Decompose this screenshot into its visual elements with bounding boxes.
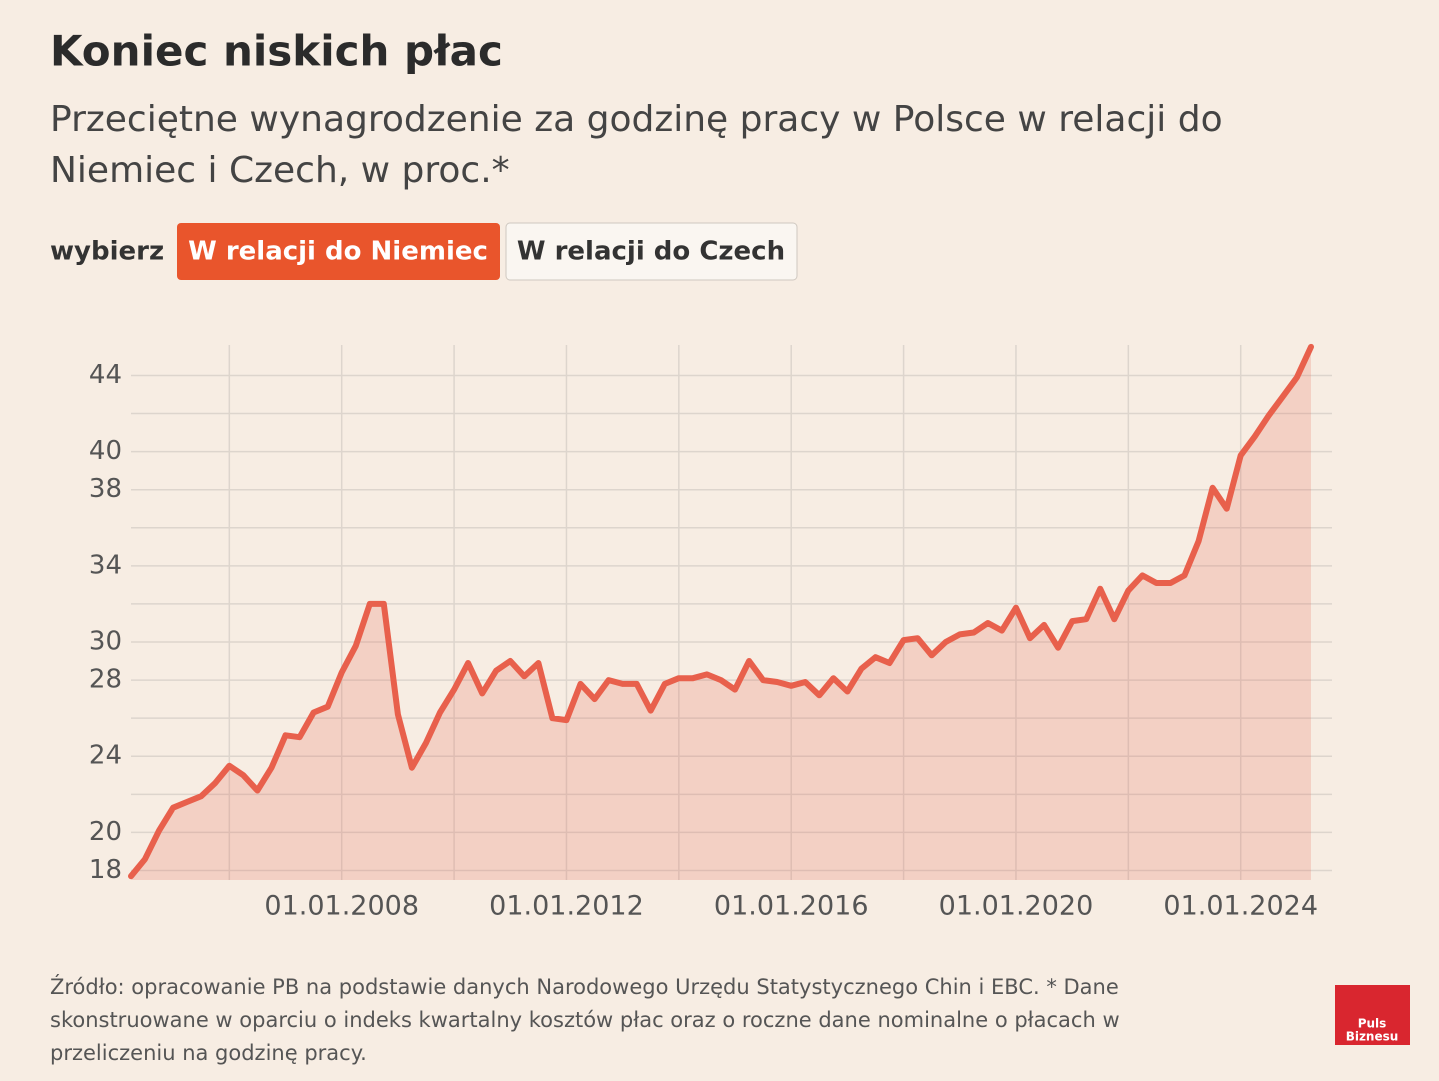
chart-subtitle: Niemiec i Czech, w proc.* (50, 150, 510, 191)
x-tick-label: 01.01.2020 (939, 891, 1094, 922)
y-tick-label: 44 (89, 360, 122, 390)
logo-text: Biznesu (1346, 1030, 1399, 1044)
x-tick-label: 01.01.2024 (1163, 891, 1318, 922)
x-tick-label: 01.01.2008 (264, 891, 419, 922)
chart-title: Koniec niskich płac (50, 27, 503, 76)
plot: 18 20 24 28 30 34 38 40 44 01.01.2008 01.01.2012 01… (89, 343, 1332, 922)
button-bg (177, 223, 500, 280)
button-label: W relacji do Niemiec (188, 237, 488, 267)
footer-note: Źródło: opracowanie PB na podstawie dany… (50, 974, 1119, 999)
option-button[interactable]: W relacji do Niemiec (177, 223, 500, 280)
button-label: W relacji do Czech (517, 237, 785, 267)
x-tick-label: 01.01.2012 (489, 891, 644, 922)
logo (1335, 985, 1410, 1045)
y-tick-label: 28 (89, 665, 122, 695)
button-bg (505, 222, 798, 281)
chart-subtitle: Przeciętne wynagrodzenie za godzinę prac… (50, 99, 1223, 140)
footer-note: skonstruowane w oparciu o indeks kwartal… (50, 1008, 1120, 1032)
option-button[interactable]: W relacji do Czech (505, 222, 798, 281)
y-tick-label: 18 (89, 855, 122, 885)
y-tick-label: 38 (89, 474, 122, 504)
y-tick-label: 34 (89, 550, 122, 580)
line (128, 343, 1314, 880)
logo-text: Puls (1358, 1017, 1387, 1031)
y-tick-label: 40 (89, 436, 122, 466)
x-tick-label: 01.01.2016 (714, 891, 869, 922)
y-tick-label: 30 (89, 627, 122, 657)
control-label: wybierz (50, 237, 164, 267)
y-tick-label: 24 (89, 741, 122, 771)
footer-note: przeliczeniu na godzinę pracy. (50, 1041, 367, 1065)
y-tick-label: 20 (89, 817, 122, 847)
